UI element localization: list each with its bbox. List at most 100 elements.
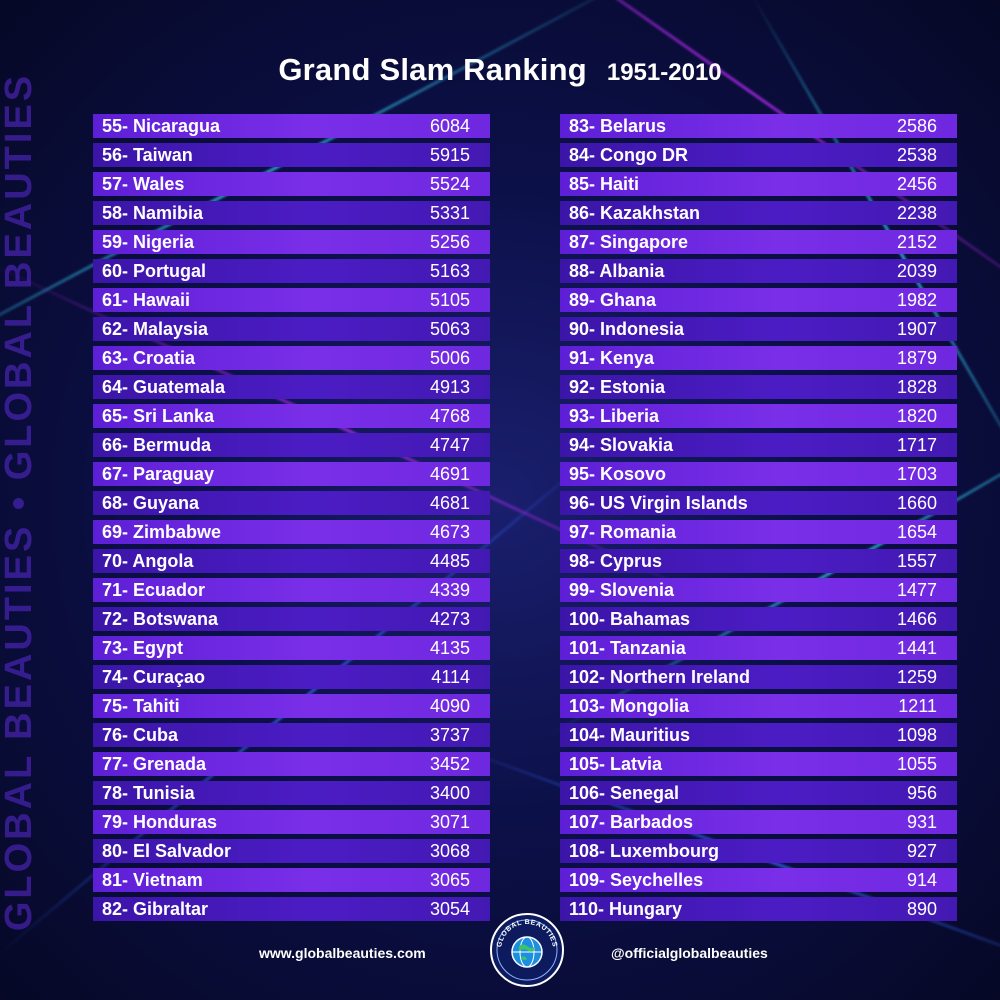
score-value: 5524: [429, 173, 470, 194]
country-label: 95- Kosovo: [569, 463, 667, 484]
ranking-row: 102- Northern Ireland 1259: [560, 665, 957, 689]
score-value: 5331: [429, 202, 470, 223]
title-main: Grand Slam Ranking: [278, 52, 587, 87]
score-value: 1477: [896, 579, 937, 600]
score-value: 2152: [896, 231, 937, 252]
score-value: 1828: [896, 376, 937, 397]
score-value: 927: [906, 840, 937, 861]
country-label: 62- Malaysia: [102, 318, 209, 339]
score-value: 3065: [429, 869, 470, 890]
country-label: 76- Cuba: [102, 724, 179, 745]
ranking-row: 79- Honduras 3071: [93, 810, 490, 834]
score-value: 4913: [429, 376, 470, 397]
ranking-row: 94- Slovakia 1717: [560, 433, 957, 457]
country-label: 66- Bermuda: [102, 434, 212, 455]
country-label: 71- Ecuador: [102, 579, 206, 600]
ranking-row: 106- Senegal 956: [560, 781, 957, 805]
ranking-row: 57- Wales 5524: [93, 172, 490, 196]
country-label: 104- Mauritius: [569, 724, 691, 745]
country-label: 110- Hungary: [569, 898, 683, 919]
ranking-row: 81- Vietnam 3065: [93, 868, 490, 892]
country-label: 83- Belarus: [569, 115, 667, 136]
country-label: 100- Bahamas: [569, 608, 691, 629]
ranking-row: 76- Cuba 3737: [93, 723, 490, 747]
ranking-row: 62- Malaysia 5063: [93, 317, 490, 341]
country-label: 58- Namibia: [102, 202, 204, 223]
score-value: 4768: [429, 405, 470, 426]
country-label: 56- Taiwan: [102, 144, 193, 165]
ranking-row: 90- Indonesia 1907: [560, 317, 957, 341]
ranking-row: 96- US Virgin Islands 1660: [560, 491, 957, 515]
watermark-text: GLOBAL BEAUTIES • GLOBAL BEAUTIES: [0, 72, 40, 932]
score-value: 5105: [429, 289, 470, 310]
score-value: 4747: [429, 434, 470, 455]
country-label: 102- Northern Ireland: [569, 666, 751, 687]
score-value: 1466: [896, 608, 937, 629]
score-value: 5063: [429, 318, 470, 339]
country-label: 60- Portugal: [102, 260, 207, 281]
score-value: 1557: [896, 550, 937, 571]
country-label: 75- Tahiti: [102, 695, 180, 716]
globe-icon: GLOBAL BEAUTIES: [490, 913, 564, 987]
ranking-row: 63- Croatia 5006: [93, 346, 490, 370]
country-label: 57- Wales: [102, 173, 185, 194]
score-value: 5006: [429, 347, 470, 368]
ranking-row: 85- Haiti 2456: [560, 172, 957, 196]
country-label: 72- Botswana: [102, 608, 219, 629]
country-label: 88- Albania: [569, 260, 665, 281]
ranking-row: 65- Sri Lanka 4768: [93, 404, 490, 428]
score-value: 1820: [896, 405, 937, 426]
country-label: 74- Curaçao: [102, 666, 206, 687]
score-value: 1907: [896, 318, 937, 339]
ranking-row: 97- Romania 1654: [560, 520, 957, 544]
country-label: 109- Seychelles: [569, 869, 704, 890]
ranking-row: 59- Nigeria 5256: [93, 230, 490, 254]
ranking-row: 99- Slovenia 1477: [560, 578, 957, 602]
ranking-row: 56- Taiwan 5915: [93, 143, 490, 167]
country-label: 65- Sri Lanka: [102, 405, 215, 426]
ranking-row: 71- Ecuador 4339: [93, 578, 490, 602]
ranking-row: 77- Grenada 3452: [93, 752, 490, 776]
score-value: 5915: [429, 144, 470, 165]
score-value: 2586: [896, 115, 937, 136]
social-handle: @officialglobalbeauties: [611, 945, 768, 961]
score-value: 2456: [896, 173, 937, 194]
ranking-column-right: 83- Belarus 2586 84- Congo DR 2538 85- Haiti…: [560, 114, 957, 926]
score-value: 1098: [896, 724, 937, 745]
score-value: 6084: [429, 115, 470, 136]
score-value: 3737: [429, 724, 470, 745]
score-value: 1879: [896, 347, 937, 368]
ranking-row: 55- Nicaragua 6084: [93, 114, 490, 138]
ranking-row: 95- Kosovo 1703: [560, 462, 957, 486]
score-value: 4691: [429, 463, 470, 484]
country-label: 77- Grenada: [102, 753, 207, 774]
score-value: 3054: [429, 898, 470, 919]
ranking-row: 88- Albania 2039: [560, 259, 957, 283]
score-value: 2238: [896, 202, 937, 223]
score-value: 1055: [896, 753, 937, 774]
ranking-row: 92- Estonia 1828: [560, 375, 957, 399]
country-label: 87- Singapore: [569, 231, 689, 252]
country-label: 67- Paraguay: [102, 463, 215, 484]
score-value: 5256: [429, 231, 470, 252]
score-value: 4681: [429, 492, 470, 513]
ranking-row: 108- Luxembourg 927: [560, 839, 957, 863]
score-value: 1717: [896, 434, 937, 455]
ranking-row: 98- Cyprus 1557: [560, 549, 957, 573]
country-label: 81- Vietnam: [102, 869, 203, 890]
ranking-row: 68- Guyana 4681: [93, 491, 490, 515]
country-label: 78- Tunisia: [102, 782, 195, 803]
country-label: 82- Gibraltar: [102, 898, 209, 919]
score-value: 4273: [429, 608, 470, 629]
title-years: 1951-2010: [606, 59, 722, 86]
score-value: 890: [906, 898, 937, 919]
ranking-row: 110- Hungary 890: [560, 897, 957, 921]
score-value: 3068: [429, 840, 470, 861]
score-value: 1660: [896, 492, 937, 513]
ranking-row: 100- Bahamas 1466: [560, 607, 957, 631]
score-value: 4339: [429, 579, 470, 600]
page-title: Grand Slam Ranking 1951-2010: [0, 52, 1000, 88]
country-label: 93- Liberia: [569, 405, 660, 426]
country-label: 107- Barbados: [569, 811, 694, 832]
ranking-row: 105- Latvia 1055: [560, 752, 957, 776]
